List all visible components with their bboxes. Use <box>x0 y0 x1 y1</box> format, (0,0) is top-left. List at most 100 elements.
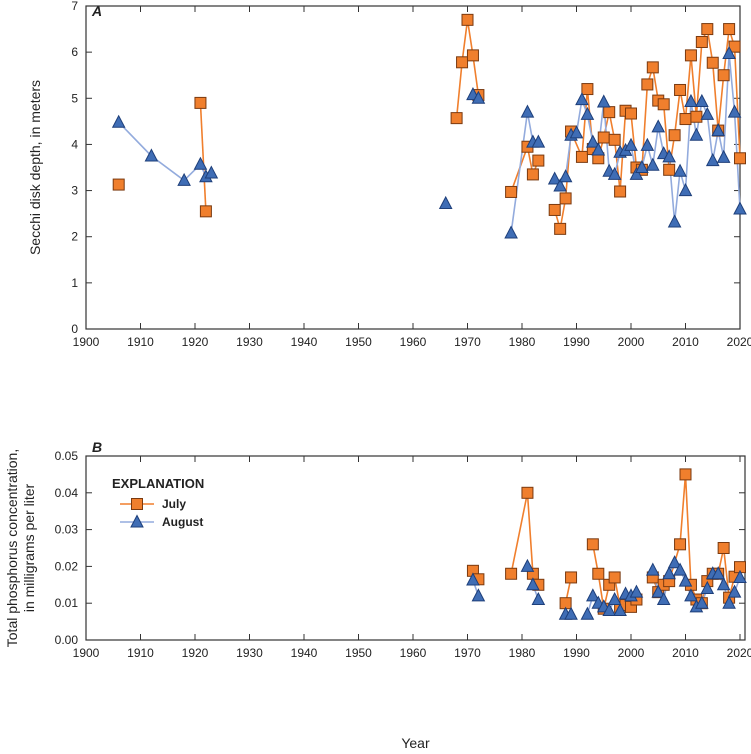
data-point-july <box>674 538 687 551</box>
y-axis-label: in milligrams per liter <box>21 483 37 612</box>
data-point-august <box>144 148 159 162</box>
series-line-july <box>199 102 207 212</box>
data-point-august <box>471 90 486 104</box>
y-tick-label: 0.01 <box>55 596 79 610</box>
data-point-august <box>695 93 709 108</box>
x-tick-label: 1990 <box>563 646 590 660</box>
data-point-july <box>505 185 518 198</box>
data-point-july <box>625 107 637 120</box>
data-point-july <box>199 205 212 218</box>
data-point-july <box>461 13 474 26</box>
x-tick-label: 1960 <box>400 335 427 349</box>
y-tick-label: 0.02 <box>55 559 79 573</box>
y-tick-label: 0.00 <box>55 633 79 647</box>
data-point-august <box>689 127 704 141</box>
x-tick-label: 1970 <box>454 335 481 349</box>
data-point-august <box>629 584 644 598</box>
data-point-july <box>679 113 692 126</box>
data-point-july <box>526 168 539 181</box>
data-point-july <box>521 486 534 499</box>
data-point-august <box>629 166 644 180</box>
data-point-august <box>645 562 660 576</box>
data-point-august <box>640 137 655 151</box>
x-tick-label: 1930 <box>236 646 263 660</box>
data-point-august <box>645 157 660 171</box>
data-point-august <box>727 584 742 598</box>
data-point-august <box>607 166 622 180</box>
y-tick-label: 0 <box>71 322 78 336</box>
data-point-july <box>641 78 654 91</box>
data-point-july <box>575 150 588 163</box>
x-tick-label: 1920 <box>182 335 209 349</box>
data-point-july <box>679 468 692 481</box>
data-point-august <box>700 106 715 120</box>
data-point-july <box>723 23 736 36</box>
data-point-august <box>684 93 698 108</box>
y-tick-label: 0.05 <box>55 449 79 463</box>
data-point-august <box>558 169 573 183</box>
data-point-july <box>565 571 578 584</box>
x-tick-label: 1940 <box>291 335 318 349</box>
y-tick-label: 7 <box>71 0 78 13</box>
data-point-august <box>733 569 747 583</box>
legend-title: EXPLANATION <box>112 476 204 491</box>
data-point-july <box>532 154 545 167</box>
series-line-august <box>118 121 212 182</box>
x-tick-label: 1940 <box>291 646 318 660</box>
data-point-august <box>667 214 682 228</box>
data-point-july <box>592 567 605 580</box>
x-tick-label: 1950 <box>345 335 372 349</box>
x-tick-label: 1980 <box>509 646 536 660</box>
data-point-august <box>580 606 595 620</box>
data-point-august <box>569 125 584 139</box>
data-point-july <box>597 131 610 144</box>
y-tick-label: 2 <box>71 230 78 244</box>
data-point-july <box>706 56 719 69</box>
y-tick-label: 6 <box>71 45 78 59</box>
data-point-july <box>194 96 207 109</box>
data-point-august <box>722 45 736 60</box>
data-point-august <box>580 106 595 120</box>
x-tick-label: 2010 <box>672 335 699 349</box>
data-point-august <box>673 562 687 576</box>
data-point-august <box>531 134 546 148</box>
data-point-august <box>727 104 742 118</box>
x-tick-label: 1920 <box>182 646 209 660</box>
x-tick-label: 1960 <box>400 646 427 660</box>
data-point-july <box>450 112 463 125</box>
data-point-august <box>695 595 709 609</box>
data-point-august <box>531 591 546 606</box>
legend-label: August <box>162 515 203 529</box>
x-tick-label: 2000 <box>618 335 645 349</box>
data-point-july <box>603 106 616 119</box>
data-point-august <box>705 152 720 167</box>
data-point-august <box>520 104 535 118</box>
data-point-august <box>684 588 698 602</box>
data-point-july <box>505 567 518 580</box>
y-axis-label: Secchi disk depth, in meters <box>27 80 43 255</box>
x-tick-label: 1910 <box>127 646 154 660</box>
data-point-august <box>596 94 611 108</box>
data-point-july <box>548 203 561 216</box>
data-point-july <box>608 133 621 146</box>
data-point-august <box>520 558 535 572</box>
data-point-july <box>646 61 659 74</box>
legend-marker-july <box>131 498 143 510</box>
x-axis-label: Year <box>401 735 430 751</box>
data-point-july <box>734 152 746 165</box>
data-point-july <box>663 163 676 176</box>
data-point-august <box>673 163 687 177</box>
data-point-august <box>656 591 671 606</box>
x-tick-label: 2010 <box>672 646 699 660</box>
data-point-july <box>112 178 125 191</box>
plot-frame <box>85 455 746 641</box>
data-point-august <box>733 201 747 215</box>
data-point-august <box>662 566 676 580</box>
data-point-august <box>613 602 627 617</box>
data-point-august <box>607 591 622 606</box>
data-point-august <box>711 566 726 580</box>
x-tick-label: 1930 <box>236 335 263 349</box>
data-point-august <box>553 178 567 192</box>
data-point-august <box>678 573 693 587</box>
